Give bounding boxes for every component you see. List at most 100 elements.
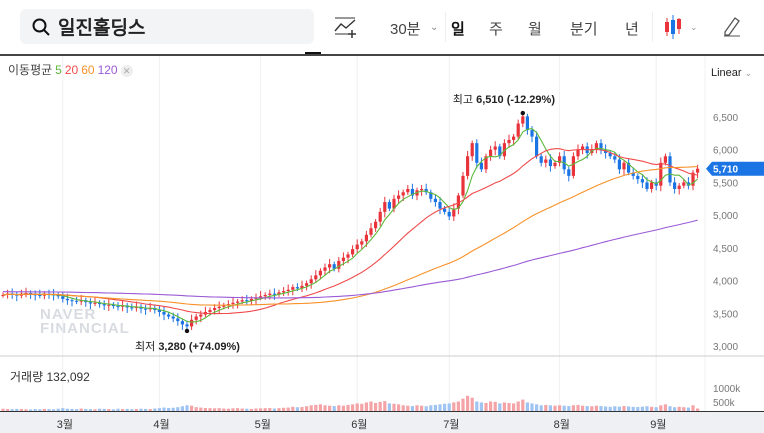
candle-type-icon[interactable]: ⌄ (663, 14, 703, 40)
ma-60-line (2, 165, 698, 306)
interval-year[interactable]: 년 (625, 21, 639, 38)
volume-bar (351, 404, 355, 411)
scale-select[interactable]: Linear ⌄ (711, 67, 753, 79)
volume-bar (139, 408, 143, 411)
volume-bar (364, 402, 368, 411)
candle (194, 316, 198, 320)
interval-day[interactable]: 일 (451, 21, 465, 38)
candle (443, 208, 447, 212)
volume-bar (226, 408, 230, 411)
candle (240, 300, 244, 302)
candle (668, 156, 672, 183)
candle (300, 285, 304, 289)
volume-bar (282, 407, 286, 411)
volume-bar (677, 406, 681, 411)
draw-pencil-icon[interactable] (722, 15, 742, 37)
volume-bar (452, 402, 456, 411)
ma-5: 5 (55, 63, 62, 77)
volume-bar (148, 409, 152, 411)
svg-text:⌄: ⌄ (690, 22, 698, 32)
candle (167, 314, 171, 317)
candle (461, 175, 465, 196)
volume-bar (249, 408, 253, 411)
interval-30min[interactable]: 30분 (390, 21, 421, 38)
ma-120: 120 (97, 63, 118, 77)
candle (613, 156, 617, 160)
volume-bar (231, 408, 235, 411)
candle (383, 202, 387, 212)
volume-bar (236, 408, 240, 411)
volume-bar (300, 407, 304, 411)
volume-bar (295, 407, 299, 411)
stock-search[interactable]: 일진홀딩스 (20, 9, 314, 44)
volume-bar (328, 405, 332, 411)
volume-bar (144, 408, 148, 411)
volume-bar (38, 409, 42, 411)
candle (341, 257, 345, 261)
candle (631, 172, 635, 176)
x-axis (0, 411, 764, 433)
interval-month[interactable]: 월 (528, 21, 542, 38)
candle (305, 283, 309, 286)
volume-bar (61, 408, 65, 411)
candle (677, 185, 681, 189)
y-tick-label: 3,000 (713, 342, 738, 353)
interval-week[interactable]: 주 (489, 21, 503, 38)
divider (445, 12, 446, 42)
volume-bar (410, 406, 414, 411)
volume-bar (668, 406, 672, 411)
candle (107, 304, 111, 306)
candle (217, 306, 221, 309)
volume-bar (475, 401, 479, 411)
y-tick-label: 4,000 (713, 277, 738, 288)
low-value: 3,280 (+74.09%) (158, 341, 240, 353)
candle (608, 152, 612, 157)
candle (599, 143, 603, 150)
candle (645, 182, 649, 189)
volume-bar (696, 408, 700, 411)
volume-bar (24, 409, 28, 411)
volume-bar (374, 403, 378, 411)
x-tick-label: 4월 (153, 419, 170, 431)
ma-label: 이동평균 (8, 63, 53, 77)
volume-bar (631, 406, 635, 411)
interval-quarter[interactable]: 분기 (570, 21, 598, 38)
candle (263, 294, 267, 297)
volume-bar (360, 403, 364, 411)
candle (516, 123, 520, 137)
volume-bar (525, 402, 529, 411)
candle (650, 182, 654, 189)
candle (535, 136, 539, 157)
low-annotation: 최저 3,280 (+74.09%) (135, 340, 240, 353)
candle (355, 244, 359, 250)
low-label: 최저 (135, 340, 155, 353)
y-tick-label: 6,500 (713, 113, 738, 124)
candle (456, 195, 460, 209)
volume-bar (553, 405, 557, 411)
chevron-down-icon[interactable]: ⌄ (430, 22, 439, 33)
moving-average-legend[interactable]: 이동평균 5 20 60 120 ✕ (8, 61, 136, 78)
candle (75, 300, 79, 302)
price-chart[interactable]: 6,500 6,000 5,500 5,000 4,500 4,000 3,500 3,000… (0, 56, 764, 411)
volume-bar (507, 403, 511, 411)
close-icon[interactable]: ✕ (120, 65, 133, 77)
volume-bar (650, 406, 654, 411)
compare-chart-icon[interactable] (333, 15, 359, 39)
candle (144, 308, 148, 310)
volume-bar (599, 406, 603, 411)
volume-bar (6, 409, 10, 411)
volume-tick-label: 1000k (713, 384, 741, 395)
candle (190, 319, 194, 327)
candle (401, 192, 405, 196)
volume-bar (456, 401, 460, 411)
candle (525, 116, 529, 131)
candle (374, 221, 378, 229)
ma-60: 60 (81, 63, 95, 77)
volume-bar (213, 408, 217, 411)
candle (369, 228, 373, 235)
volume-bar (79, 408, 83, 411)
volume-bar (397, 404, 401, 411)
volume-bar (590, 406, 594, 411)
candle (466, 156, 470, 176)
volume-bar (654, 407, 658, 411)
